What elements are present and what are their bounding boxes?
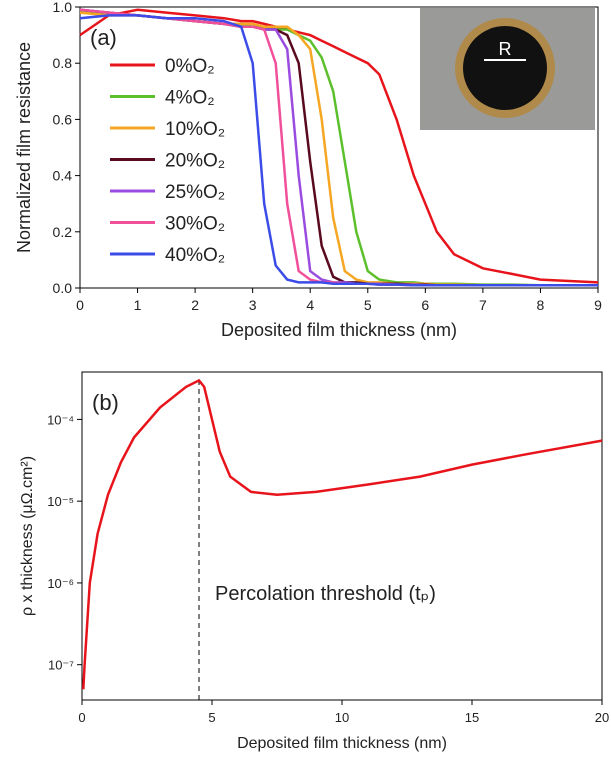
x-tick-label: 5 [364,297,372,313]
plot-frame [81,371,603,701]
y-axis-label: Normalized film resistance [14,42,34,253]
legend-label: 30%O₂ [165,214,225,235]
x-tick-label: 0 [76,297,84,313]
y-tick-label: 0.0 [53,280,73,296]
data-line [79,14,598,287]
x-tick-label: 15 [465,710,479,725]
legend-label: 20%O₂ [165,151,225,172]
x-tick-label: 20 [595,710,609,725]
inset-photo: R [420,8,595,130]
y-tick-label: 10⁻⁶ [47,576,74,591]
x-tick-label: 4 [306,297,314,313]
x-axis-label: Deposited film thickness (nm) [237,735,447,752]
y-tick-label: 0.4 [53,168,73,184]
y-tick-label: 10⁻⁷ [48,658,74,673]
x-tick-label: 5 [208,710,215,725]
plot-frame [79,6,599,289]
x-tick-label: 0 [78,710,85,725]
y-tick-label: 0.8 [53,55,73,71]
panel-label: (b) [92,390,119,415]
x-tick-label: 2 [191,297,199,313]
y-tick-label: 10⁻⁴ [47,412,74,427]
legend-label: 40%O₂ [165,245,225,266]
data-line [82,378,603,690]
inset-label: R [499,39,512,59]
legend-label: 25%O₂ [165,182,225,203]
x-tick-label: 6 [421,297,429,313]
x-tick-label: 9 [594,297,602,313]
y-tick-label: 1.0 [53,0,73,15]
inset-sample [463,26,547,110]
legend-label: 0%O₂ [165,56,215,77]
x-tick-label: 10 [335,710,349,725]
panel-label: (a) [90,25,117,50]
y-tick-label: 0.2 [53,224,73,240]
x-tick-label: 3 [249,297,257,313]
x-tick-label: 1 [134,297,142,313]
x-tick-label: 8 [537,297,545,313]
annotation: Percolation threshold (tₚ) [215,583,436,605]
y-tick-label: 0.6 [53,111,73,127]
legend-label: 4%O₂ [165,88,215,109]
legend-label: 10%O₂ [165,119,225,140]
y-tick-label: 10⁻⁵ [47,494,74,509]
y-axis-label: ρ x thickness (μΩ.cm²) [19,456,36,616]
data-line [79,8,599,284]
x-axis-label: Deposited film thickness (nm) [221,320,457,340]
x-tick-label: 7 [479,297,487,313]
